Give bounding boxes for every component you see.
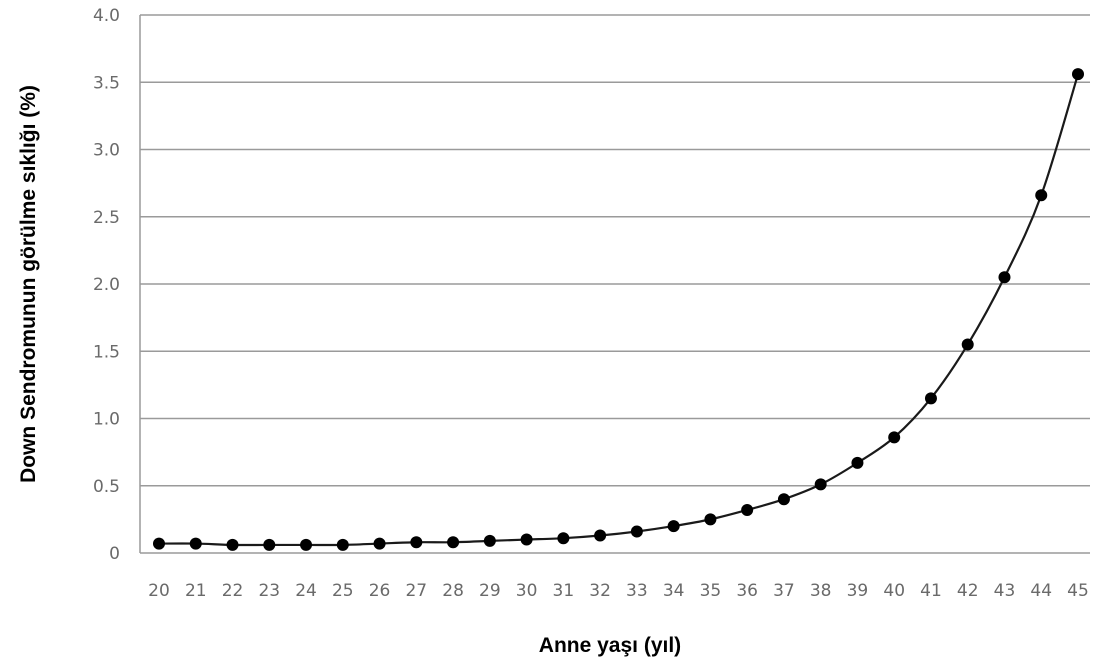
data-point	[704, 513, 717, 526]
x-tick-label: 28	[442, 581, 464, 601]
data-point	[594, 529, 607, 542]
data-point	[741, 503, 754, 516]
x-tick-label: 41	[920, 581, 942, 601]
x-tick-label: 37	[773, 581, 795, 601]
data-point	[373, 537, 386, 550]
data-point	[520, 533, 533, 546]
data-point	[226, 538, 239, 551]
x-tick-labels: 20 21 22 23 24 25 26 27 28 29 30 31 32 33 34 35 36 37 38 39…	[148, 581, 1089, 601]
data-point	[153, 537, 165, 550]
data-point	[814, 478, 827, 491]
x-tick-label: 21	[185, 581, 207, 601]
x-tick-label: 22	[222, 581, 244, 601]
data-point	[447, 536, 460, 549]
y-tick-label: 3.5	[93, 73, 120, 93]
y-tick-label: 1.0	[93, 410, 120, 430]
data-point	[483, 534, 496, 547]
y-tick-label: 0	[109, 544, 120, 564]
x-tick-label: 42	[957, 581, 979, 601]
data-point	[336, 538, 349, 551]
data-point	[300, 538, 313, 551]
x-tick-label: 24	[295, 581, 317, 601]
x-tick-label: 44	[1030, 581, 1052, 601]
x-tick-label: 38	[810, 581, 832, 601]
x-tick-label: 39	[847, 581, 869, 601]
y-tick-label: 1.5	[93, 342, 120, 362]
data-point	[888, 431, 901, 444]
y-tick-label: 3.0	[93, 141, 120, 161]
x-tick-label: 31	[553, 581, 575, 601]
x-tick-label: 33	[626, 581, 648, 601]
x-tick-label: 23	[258, 581, 280, 601]
x-tick-label: 34	[663, 581, 685, 601]
x-tick-label: 25	[332, 581, 354, 601]
data-point	[777, 493, 790, 506]
x-tick-label: 36	[736, 581, 758, 601]
x-tick-label: 32	[589, 581, 611, 601]
data-point	[924, 392, 937, 405]
x-tick-label: 27	[405, 581, 427, 601]
x-tick-label: 45	[1067, 581, 1089, 601]
data-point	[961, 338, 974, 351]
x-tick-label: 43	[994, 581, 1016, 601]
data-point	[410, 536, 423, 549]
data-point	[630, 525, 643, 538]
x-tick-label: 20	[148, 581, 170, 601]
data-point	[667, 520, 680, 533]
x-tick-label: 30	[516, 581, 538, 601]
series-line	[158, 73, 1080, 547]
data-point	[1035, 189, 1048, 202]
y-tick-label: 0.5	[93, 477, 120, 497]
x-tick-label: 29	[479, 581, 501, 601]
data-points	[153, 68, 1084, 551]
data-point	[851, 456, 864, 469]
grid-lines	[140, 14, 1090, 554]
y-tick-labels: 0 0.5 1.0 1.5 2.0 2.5 3.0 3.5 4.0	[93, 6, 120, 564]
data-point	[557, 532, 570, 545]
y-tick-label: 2.0	[93, 275, 120, 295]
data-point	[1072, 68, 1084, 81]
y-axis-title: Down Sendromunun görülme sıklığı (%)	[17, 85, 40, 483]
y-tick-label: 4.0	[93, 6, 120, 26]
data-point	[189, 537, 202, 550]
data-point	[263, 538, 276, 551]
x-axis-title: Anne yaşı (yıl)	[539, 634, 681, 657]
x-tick-label: 40	[883, 581, 905, 601]
data-point	[998, 271, 1011, 284]
x-tick-label: 35	[700, 581, 722, 601]
x-tick-label: 26	[369, 581, 391, 601]
y-tick-label: 2.5	[93, 208, 120, 228]
